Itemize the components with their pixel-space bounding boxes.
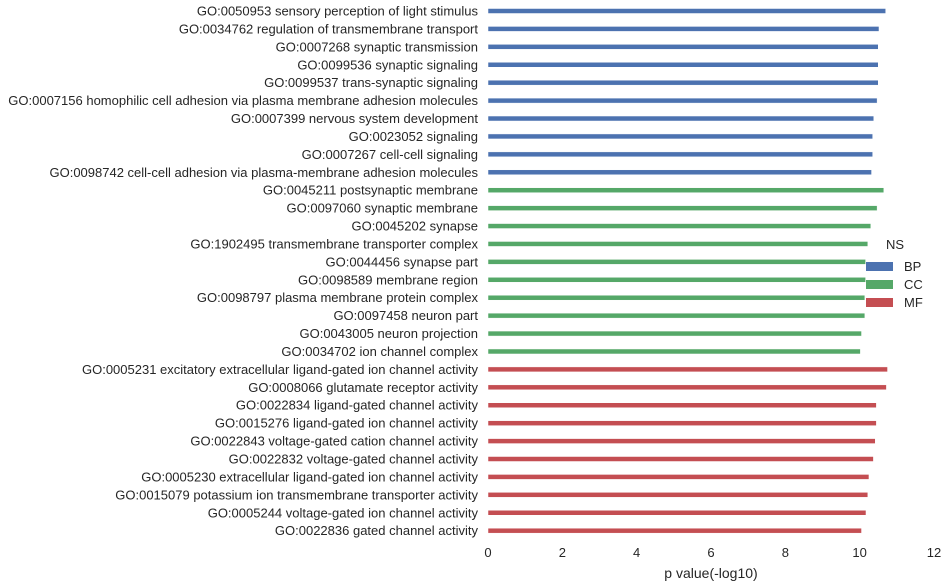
bar [487, 8, 886, 14]
bar [487, 384, 887, 391]
bar [487, 133, 873, 140]
category-label: GO:0007268 synaptic transmission [276, 39, 478, 54]
bar [487, 115, 875, 122]
legend-title: NS [886, 237, 904, 252]
x-tick-label: 8 [782, 545, 789, 560]
category-label: GO:0098589 membrane region [298, 272, 478, 287]
bar [487, 312, 866, 319]
bar [487, 420, 877, 426]
x-tick-label: 12 [927, 545, 941, 560]
category-label: GO:0097458 neuron part [333, 308, 478, 323]
x-tick-label: 10 [852, 545, 866, 560]
category-label: GO:0043005 neuron projection [299, 326, 478, 341]
category-labels: GO:0050953 sensory perception of light s… [8, 4, 478, 539]
bar [487, 223, 872, 229]
category-label: GO:0098742 cell-cell adhesion via plasma… [49, 165, 478, 180]
legend-swatch [866, 262, 893, 271]
bar [487, 294, 866, 301]
category-label: GO:0099536 synaptic signaling [297, 57, 478, 72]
bar [487, 510, 867, 516]
category-label: GO:0005231 excitatory extracellular liga… [82, 362, 479, 377]
bar [487, 277, 866, 283]
bars-layer [487, 8, 888, 534]
legend-label: MF [904, 295, 923, 310]
legend-entries: BP CC MF [866, 259, 923, 310]
bar [487, 527, 862, 534]
bar [487, 44, 879, 50]
bar [487, 492, 869, 498]
bar [487, 97, 878, 104]
category-label: GO:0005230 extracellular ligand-gated io… [141, 469, 478, 484]
category-label: GO:0099537 trans-synaptic signaling [264, 75, 478, 90]
x-tick-label: 4 [633, 545, 640, 560]
category-label: GO:0022832 voltage-gated channel activit… [229, 452, 479, 467]
bar [487, 26, 880, 32]
category-label: GO:0022843 voltage-gated cation channel … [190, 434, 478, 449]
category-label: GO:0005244 voltage-gated ion channel act… [208, 505, 479, 520]
legend-label: CC [904, 277, 923, 292]
legend-swatch [866, 298, 893, 307]
bar [487, 330, 862, 337]
bar [487, 241, 869, 247]
category-label: GO:0007399 nervous system development [231, 111, 479, 126]
category-label: GO:0045202 synapse [352, 219, 478, 234]
legend: NS BP CC MF [866, 237, 923, 310]
category-label: GO:0098797 plasma membrane protein compl… [197, 290, 479, 305]
bar [487, 205, 878, 211]
bar [487, 438, 876, 444]
category-label: GO:0022834 ligand-gated channel activity [236, 398, 479, 413]
bar [487, 187, 885, 193]
category-label: GO:0044456 synapse part [326, 254, 479, 269]
x-tick-label: 6 [707, 545, 714, 560]
x-tick-label: 0 [484, 545, 491, 560]
bar [487, 456, 874, 462]
category-label: GO:0007267 cell-cell signaling [302, 147, 478, 162]
bar [487, 402, 877, 408]
category-label: GO:0022836 gated channel activity [275, 523, 479, 538]
category-label: GO:0097060 synaptic membrane [287, 201, 479, 216]
category-label: GO:0034762 regulation of transmembrane t… [179, 21, 479, 36]
category-label: GO:0034702 ion channel complex [281, 344, 478, 359]
bar [487, 348, 861, 355]
bar [487, 366, 888, 373]
x-tick-label: 2 [559, 545, 566, 560]
bar [487, 169, 872, 176]
bar [487, 474, 870, 480]
bar [487, 62, 879, 68]
category-label: GO:0045211 postsynaptic membrane [263, 183, 478, 198]
category-label: GO:0015079 potassium ion transmembrane t… [115, 487, 478, 502]
legend-label: BP [904, 259, 921, 274]
category-label: GO:0007156 homophilic cell adhesion via … [8, 93, 478, 108]
x-axis-label: p value(-log10) [664, 565, 757, 581]
bar [487, 259, 866, 265]
legend-swatch [866, 280, 893, 289]
bar [487, 151, 873, 158]
category-label: GO:0008066 glutamate receptor activity [248, 380, 478, 395]
category-label: GO:0023052 signaling [349, 129, 478, 144]
x-axis-ticks: 0 2 4 6 8 10 12 [484, 545, 941, 560]
category-label: GO:0050953 sensory perception of light s… [197, 4, 479, 19]
bar [487, 79, 879, 86]
category-label: GO:1902495 transmembrane transporter com… [190, 236, 478, 251]
category-label: GO:0015276 ligand-gated ion channel acti… [215, 416, 479, 431]
